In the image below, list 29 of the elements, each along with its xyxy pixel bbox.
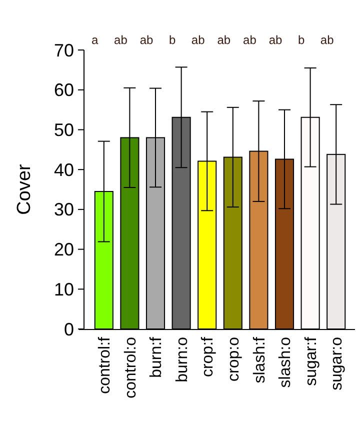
y-axis-title: Cover <box>14 163 35 215</box>
y-tick-label: 60 <box>54 80 74 100</box>
text: ab <box>320 33 334 47</box>
y-tick-label: 30 <box>54 200 74 220</box>
x-tick-label: burn:f <box>148 336 166 378</box>
y-tick-label: 0 <box>64 319 74 340</box>
x-tick-label: burn:o <box>174 336 191 382</box>
x-tick-label: slash:f <box>251 336 268 384</box>
y-tick-label: 50 <box>54 120 74 140</box>
x-tick-label: crop:f <box>200 336 217 378</box>
x-tick-label: control:o <box>122 336 140 398</box>
text: b <box>298 33 305 47</box>
x-tick-label: sugar:o <box>328 336 346 390</box>
x-tick-label: sugar:f <box>302 336 320 386</box>
text: b <box>168 33 176 47</box>
y-tick-label: 20 <box>54 240 74 260</box>
text: ab <box>268 33 282 47</box>
text: ab <box>243 33 257 47</box>
text: ab <box>191 33 206 47</box>
x-tick-label: crop:o <box>226 336 242 382</box>
text: a <box>92 33 99 47</box>
y-tick-label: 70 <box>54 40 74 60</box>
text: ab <box>140 33 154 47</box>
y-tick-label: 10 <box>54 279 74 300</box>
text: ab <box>217 33 231 47</box>
text: ab <box>114 33 128 47</box>
x-tick-label: slash:o <box>277 336 294 388</box>
y-tick-label: 40 <box>54 160 74 180</box>
x-tick-label: control:f <box>96 336 114 394</box>
